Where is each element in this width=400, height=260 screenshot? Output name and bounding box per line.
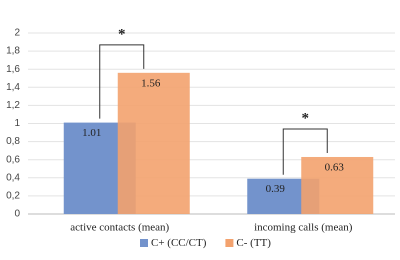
y-tick-label: 1,8 <box>6 46 20 57</box>
legend-label: C+ (CC/CT) <box>151 237 207 249</box>
legend-swatch <box>140 239 148 247</box>
y-tick-label: 0,6 <box>6 154 20 165</box>
y-tick-label: 0 <box>14 209 20 220</box>
x-tick-label: incoming calls (mean) <box>254 222 353 234</box>
annotation: * <box>118 26 126 42</box>
y-tick-label: 1,6 <box>6 64 20 75</box>
y-tick-label: 1 <box>14 118 20 129</box>
legend-swatch <box>225 239 234 247</box>
y-tick-label: 0,8 <box>6 136 20 147</box>
data-label: 1.01 <box>82 127 101 139</box>
y-tick-label: 1,4 <box>6 82 20 93</box>
data-label: 1.56 <box>141 77 161 89</box>
x-tick-label: active contacts (mean) <box>70 222 169 234</box>
significance-bracket <box>282 128 328 175</box>
y-tick-label: 1,2 <box>6 100 20 111</box>
bar <box>117 72 190 214</box>
y-tick-label: 0,2 <box>6 191 20 202</box>
bar <box>301 156 374 214</box>
y-tick-label: 2 <box>14 28 20 39</box>
y-tick-label: 0,4 <box>6 172 20 183</box>
legend-label: C- (TT) <box>236 237 271 249</box>
significance-bracket <box>99 44 145 119</box>
annotation: * <box>302 110 310 126</box>
data-label: 0.39 <box>266 183 286 195</box>
data-label: 0.63 <box>325 162 345 174</box>
